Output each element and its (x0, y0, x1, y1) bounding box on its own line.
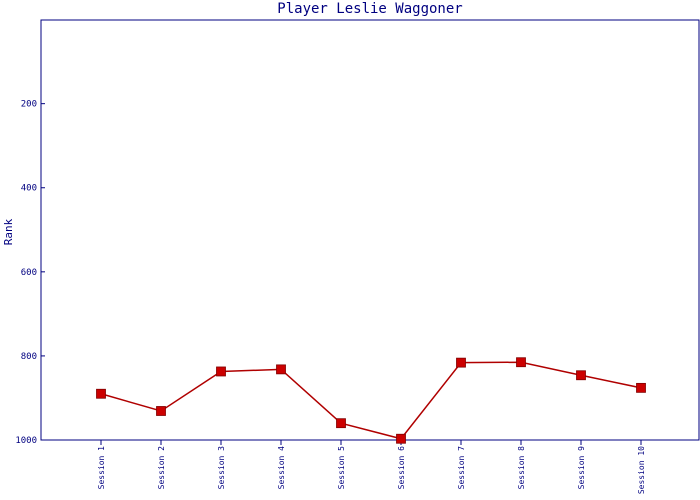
y-tick-label: 1000 (15, 436, 37, 446)
data-point-marker (516, 357, 526, 368)
series-layer (96, 357, 646, 444)
y-tick-label: 800 (21, 352, 37, 362)
data-point-marker (276, 364, 286, 375)
data-point-marker (636, 382, 646, 393)
data-point-marker (576, 370, 586, 381)
x-tick-label: Session 1 (97, 446, 106, 490)
y-tick-label: 200 (21, 100, 37, 110)
x-tick-label: Session 9 (577, 446, 586, 490)
x-tick-label: Session 10 (637, 446, 646, 494)
data-point-marker (396, 433, 406, 444)
data-point-marker (156, 406, 166, 416)
data-point-marker (96, 388, 106, 399)
y-tick-label: 400 (21, 184, 37, 194)
x-tick-label: Session 4 (277, 446, 286, 490)
x-tick-label: Session 3 (217, 446, 226, 490)
plot-area-frame (40, 19, 700, 441)
data-point-marker (216, 366, 226, 377)
y-axis-label: Rank (2, 218, 15, 245)
chart-title: Player Leslie Waggoner (277, 1, 462, 17)
y-tick-label: 600 (21, 268, 37, 278)
x-tick-label: Session 8 (517, 446, 526, 490)
series-line (100, 361, 642, 440)
data-point-marker (336, 418, 346, 429)
x-tick-label: Session 2 (157, 446, 166, 490)
data-point-marker (456, 357, 466, 368)
x-tick-label: Session 5 (337, 446, 346, 490)
x-tick-label: Session 7 (457, 446, 466, 490)
y-axis-ticks: 200 400 600 800 1000 (15, 100, 45, 446)
x-tick-label: Session 6 (397, 446, 406, 490)
x-axis-ticks: Session 1 Session 2 Session 3 Session 4 Sess… (97, 440, 646, 494)
